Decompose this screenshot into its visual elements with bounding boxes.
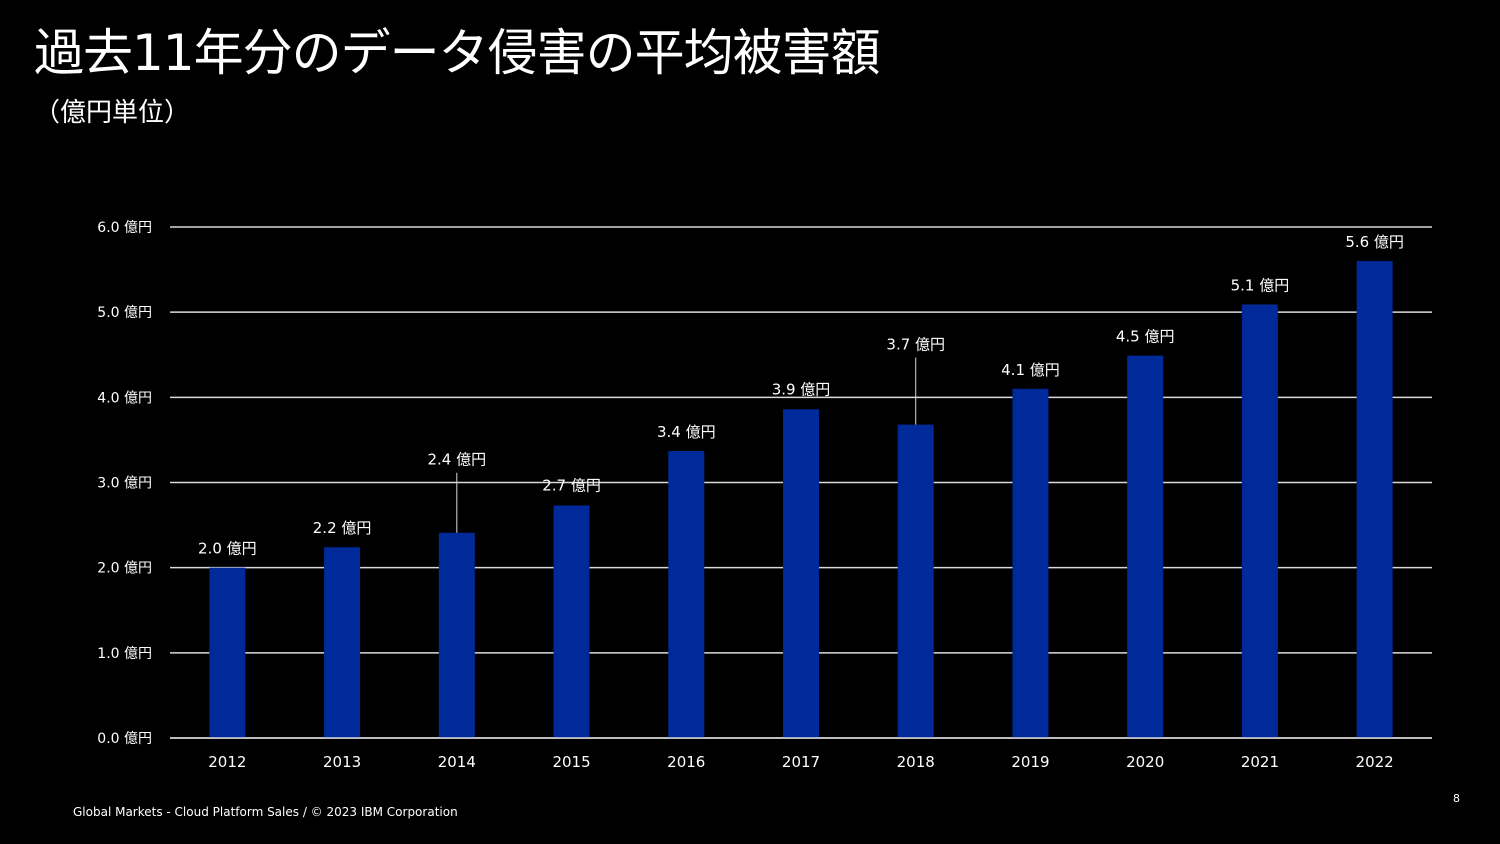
bar bbox=[1356, 261, 1393, 738]
value-label: 4.1 億円 bbox=[1001, 361, 1060, 379]
x-tick-label: 2020 bbox=[1126, 753, 1164, 771]
value-label: 2.2 億円 bbox=[313, 519, 372, 537]
value-label: 5.6 億円 bbox=[1345, 233, 1404, 251]
x-tick-label: 2019 bbox=[1011, 753, 1049, 771]
x-tick-label: 2017 bbox=[782, 753, 820, 771]
x-tick-label: 2015 bbox=[552, 753, 590, 771]
bar bbox=[553, 505, 590, 738]
x-tick-label: 2016 bbox=[667, 753, 705, 771]
value-label: 3.7 億円 bbox=[886, 336, 945, 354]
y-tick-label: 0.0 億円 bbox=[97, 731, 152, 747]
footer-copyright: Global Markets - Cloud Platform Sales / … bbox=[73, 805, 458, 819]
value-label: 5.1 億円 bbox=[1231, 277, 1290, 295]
x-tick-label: 2021 bbox=[1241, 753, 1279, 771]
value-label: 2.4 億円 bbox=[428, 451, 487, 469]
y-tick-label: 1.0 億円 bbox=[97, 646, 152, 662]
y-tick-label: 4.0 億円 bbox=[97, 390, 152, 406]
x-tick-label: 2013 bbox=[323, 753, 361, 771]
page-number: 8 bbox=[1453, 792, 1460, 805]
slide-subtitle: （億円単位） bbox=[34, 98, 191, 128]
y-tick-label: 5.0 億円 bbox=[97, 305, 152, 321]
bar bbox=[438, 532, 475, 738]
bar bbox=[783, 409, 819, 738]
bar bbox=[1241, 304, 1278, 738]
value-label: 3.9 億円 bbox=[772, 380, 831, 398]
slide-title: 過去11年分のデータ侵害の平均被害額 bbox=[34, 24, 881, 82]
value-label: 3.4 億円 bbox=[657, 423, 716, 441]
bar bbox=[1127, 355, 1164, 738]
bar bbox=[1012, 388, 1049, 738]
bar bbox=[324, 547, 361, 738]
value-label: 2.7 億円 bbox=[542, 476, 601, 494]
value-label: 2.0 億円 bbox=[198, 540, 257, 558]
x-tick-label: 2012 bbox=[208, 753, 246, 771]
y-tick-label: 2.0 億円 bbox=[97, 561, 152, 577]
x-tick-label: 2022 bbox=[1356, 753, 1394, 771]
y-tick-label: 3.0 億円 bbox=[97, 476, 152, 492]
bar bbox=[897, 424, 934, 738]
x-tick-label: 2014 bbox=[438, 753, 476, 771]
bar bbox=[668, 450, 705, 738]
y-tick-label: 6.0 億円 bbox=[97, 220, 152, 236]
value-label: 4.5 億円 bbox=[1116, 328, 1175, 346]
x-tick-label: 2018 bbox=[897, 753, 935, 771]
bar bbox=[209, 567, 246, 738]
